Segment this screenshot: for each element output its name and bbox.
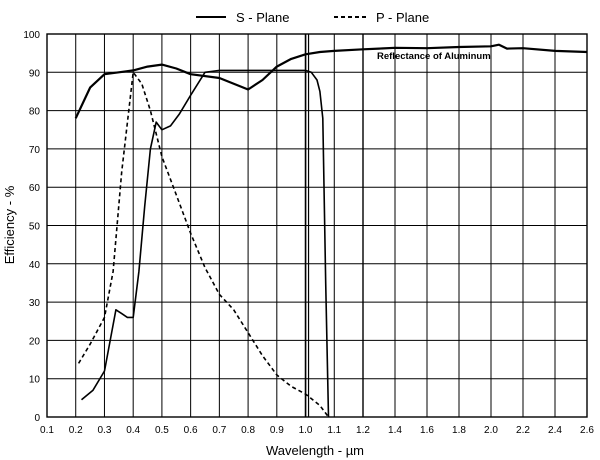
y-tick-label: 80 <box>29 107 41 118</box>
grid <box>46 33 588 418</box>
series-line-1 <box>77 71 330 418</box>
y-tick-label: 100 <box>23 30 40 41</box>
x-tick-label: 0.4 <box>126 425 140 436</box>
y-tick-label: 60 <box>29 183 41 194</box>
x-tick-label: 0.6 <box>184 425 198 436</box>
x-tick-label: 1.2 <box>356 425 370 436</box>
series-line-0 <box>80 69 330 418</box>
y-tick-label: 30 <box>29 298 41 309</box>
x-tick-label: 1.1 <box>327 425 341 436</box>
legend-label-s-plane: S - Plane <box>236 10 289 25</box>
y-tick-label: 10 <box>29 375 41 386</box>
x-tick-label: 1.6 <box>420 425 434 436</box>
x-tick-label: 1.8 <box>452 425 466 436</box>
series-layer <box>74 43 588 418</box>
plot-frame <box>46 33 588 418</box>
x-tick-label: 0.1 <box>40 425 54 436</box>
x-tick-label: 0.7 <box>212 425 226 436</box>
x-tick-label: 0.8 <box>241 425 255 436</box>
y-tick-label: 20 <box>29 336 41 347</box>
x-axis-label: Wavelength - µm <box>266 443 364 458</box>
x-tick-label: 2.2 <box>516 425 530 436</box>
x-tick-label: 1.4 <box>388 425 402 436</box>
legend: S - Plane P - Plane <box>196 10 429 25</box>
legend-label-p-plane: P - Plane <box>376 10 429 25</box>
x-tick-labels: 0.1 0.2 0.3 0.4 0.5 0.6 0.7 0.8 0.9 1.0 1.1 1.2 1.4 1… <box>40 425 594 436</box>
x-tick-label: 0.3 <box>98 425 112 436</box>
x-tick-label: 0.5 <box>155 425 169 436</box>
y-tick-label: 50 <box>29 222 41 233</box>
x-tick-label: 1.0 <box>299 425 313 436</box>
y-tick-labels: 0 10 20 30 40 50 60 70 80 90 100 <box>23 30 40 424</box>
x-tick-label: 0.9 <box>270 425 284 436</box>
x-tick-label: 2.6 <box>580 425 594 436</box>
y-tick-label: 90 <box>29 68 41 79</box>
y-tick-label: 70 <box>29 145 41 156</box>
x-tick-label: 2.4 <box>548 425 562 436</box>
annotation-reflectance: Reflectance of Aluminum <box>377 51 491 62</box>
y-axis-label: Efficiency - % <box>2 185 17 264</box>
x-tick-label: 0.2 <box>69 425 83 436</box>
y-tick-label: 40 <box>29 260 41 271</box>
y-tick-label: 0 <box>34 413 40 424</box>
x-tick-label: 2.0 <box>484 425 498 436</box>
series-line-2 <box>74 43 588 119</box>
